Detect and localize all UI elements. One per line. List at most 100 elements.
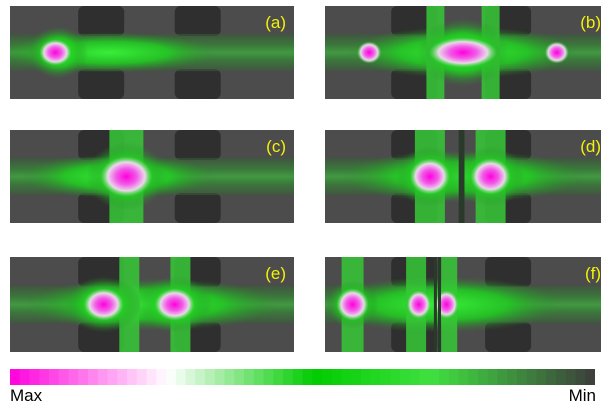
field-hotspot <box>470 158 511 195</box>
field-hotspot <box>83 288 124 321</box>
colorbar-segment <box>497 369 508 385</box>
panel-e: (e) <box>10 257 294 352</box>
panel-label-b: (b) <box>580 13 601 32</box>
colorbar-segment <box>556 369 567 385</box>
colorbar-segment <box>185 369 196 385</box>
colorbar-segment <box>351 369 362 385</box>
colorbar-segment <box>400 369 411 385</box>
field-plot-e <box>10 257 294 352</box>
colorbar-segment <box>448 369 460 385</box>
colorbar-segment <box>341 369 352 385</box>
colorbar-segment <box>409 369 421 385</box>
colorbar-min-label: Min <box>568 386 596 405</box>
colorbar-segment <box>263 369 274 385</box>
field-hotspot <box>154 288 195 321</box>
colorbar-segment <box>312 369 323 385</box>
colorbar-segment <box>68 369 79 385</box>
colorbar-max-label: Max <box>10 386 43 405</box>
field-plot-f <box>325 257 601 352</box>
colorbar <box>10 369 595 385</box>
colorbar-segment <box>526 369 538 385</box>
colorbar-segment <box>292 369 304 385</box>
colorbar-segment <box>565 369 577 385</box>
colorbar-segment <box>58 369 70 385</box>
field-node-line <box>461 130 465 223</box>
dark-region <box>174 193 221 223</box>
dark-region <box>174 69 221 99</box>
panel-b: (b) <box>325 6 601 99</box>
colorbar-segment <box>78 369 89 385</box>
colorbar-segment <box>214 369 226 385</box>
colorbar-segment <box>127 369 138 385</box>
field-node-line <box>438 257 441 352</box>
field-hotspot <box>406 290 431 319</box>
colorbar-segment <box>585 369 595 385</box>
field-plot-a <box>10 6 294 99</box>
colorbar-segment <box>468 369 479 385</box>
colorbar-segment <box>107 369 118 385</box>
colorbar-segment <box>517 369 528 385</box>
field-plot-b <box>325 6 601 99</box>
field-hotspot <box>100 156 153 197</box>
field-hotspot <box>336 288 369 321</box>
colorbar-segment <box>302 369 313 385</box>
colorbar-segment <box>29 369 40 385</box>
colorbar-segment <box>380 369 391 385</box>
colorbar-segment <box>546 369 557 385</box>
colorbar-segment <box>224 369 235 385</box>
colorbar-segment <box>195 369 206 385</box>
colorbar-segment <box>429 369 440 385</box>
colorbar-segment <box>322 369 333 385</box>
colorbar-segment <box>205 369 216 385</box>
colorbar-segment <box>39 369 50 385</box>
dark-region <box>485 322 532 352</box>
panel-label-a: (a) <box>265 13 286 32</box>
colorbar-segment <box>507 369 518 385</box>
panel-label-e: (e) <box>265 264 286 283</box>
colorbar-segment <box>439 369 450 385</box>
colorbar-segment <box>283 369 294 385</box>
colorbar-segment <box>478 369 489 385</box>
colorbar-segment <box>156 369 167 385</box>
colorbar-segment <box>273 369 284 385</box>
colorbar-segment <box>175 369 187 385</box>
field-node-line <box>458 130 462 223</box>
colorbar-segment <box>253 369 265 385</box>
colorbar-segment <box>487 369 499 385</box>
field-plot-c <box>10 130 294 223</box>
panel-label-d: (d) <box>580 137 601 156</box>
colorbar-segment <box>49 369 60 385</box>
colorbar-segment <box>536 369 547 385</box>
field-node-line <box>433 257 437 352</box>
field-plot-d <box>325 130 601 223</box>
colorbar-segment <box>136 369 148 385</box>
colorbar-segment <box>390 369 401 385</box>
panel-f: (f) <box>325 257 601 352</box>
field-hotspot <box>544 41 569 64</box>
dark-region <box>174 6 221 36</box>
colorbar-segment <box>244 369 255 385</box>
colorbar-segment <box>458 369 469 385</box>
panel-c: (c) <box>10 130 294 223</box>
dark-region <box>174 130 221 160</box>
colorbar-segment <box>419 369 430 385</box>
field-hotspot <box>409 158 450 195</box>
panel-label-c: (c) <box>266 137 286 156</box>
colorbar-segment <box>234 369 245 385</box>
colorbar-segment <box>166 369 177 385</box>
colorbar-segment <box>331 369 343 385</box>
field-hotspot <box>429 37 497 68</box>
panel-a: (a) <box>10 6 294 99</box>
colorbar-segment <box>10 369 21 385</box>
colorbar-segment <box>146 369 157 385</box>
colorbar-segment <box>575 369 586 385</box>
colorbar-segment <box>88 369 99 385</box>
dark-region <box>78 69 125 99</box>
panel-label-f: (f) <box>584 264 601 283</box>
colorbar-segment <box>370 369 382 385</box>
colorbar-segment <box>19 369 31 385</box>
colorbar-segment <box>97 369 109 385</box>
field-hotspot <box>39 39 72 66</box>
dark-region <box>485 257 532 287</box>
panel-d: (d) <box>325 130 601 223</box>
